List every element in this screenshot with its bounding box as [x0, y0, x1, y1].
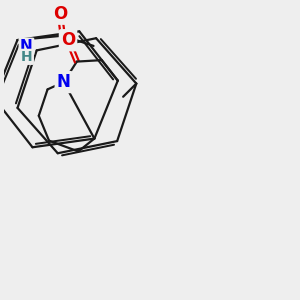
Text: O: O [61, 31, 75, 49]
Text: O: O [53, 5, 67, 23]
Text: N: N [57, 73, 70, 91]
Text: N: N [20, 39, 33, 54]
Text: H: H [21, 50, 33, 64]
